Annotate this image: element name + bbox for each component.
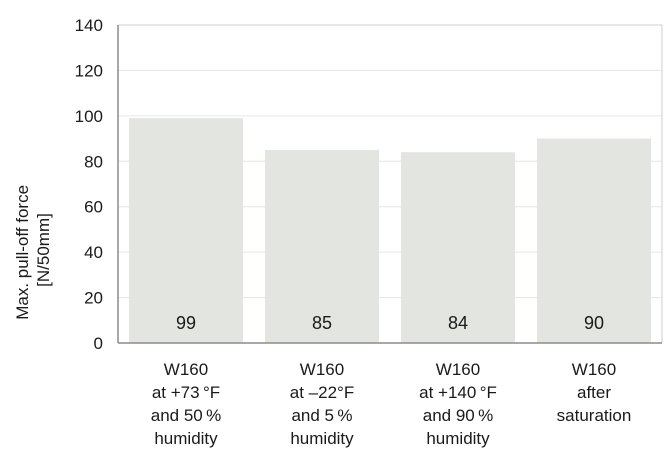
category-label-line: humidity (290, 429, 354, 448)
y-tick-label: 60 (84, 198, 103, 217)
category-labels: W160 at +73 °F and 50 % humidity W160 at –22°… (151, 360, 632, 448)
category-label-line: W160 (300, 360, 344, 379)
category-label-line: and 90 % (423, 406, 494, 425)
y-tick-label: 0 (94, 334, 103, 353)
category-label-line: W160 (572, 360, 616, 379)
y-tick-label: 140 (75, 16, 103, 35)
y-tick-label: 120 (75, 61, 103, 80)
category-label-line: after (577, 383, 611, 402)
category-label: W160 at –22°F and 5 % humidity (290, 360, 354, 448)
y-axis-label-line-2: [N/50mm] (34, 213, 53, 287)
bar (401, 152, 515, 343)
bar (129, 118, 243, 343)
bars (129, 118, 651, 343)
category-label-line: saturation (557, 406, 632, 425)
y-axis-label-line-1: Max. pull-off force (13, 185, 32, 320)
category-label: W160 at +73 °F and 50 % humidity (151, 360, 222, 448)
category-label-line: at +140 °F (419, 383, 497, 402)
category-label-line: at +73 °F (152, 383, 220, 402)
category-label-line: at –22°F (290, 383, 354, 402)
data-label: 90 (584, 313, 604, 333)
y-tick-label: 20 (84, 289, 103, 308)
axes (117, 24, 663, 344)
category-label-line: and 50 % (151, 406, 222, 425)
y-tick-label: 100 (75, 107, 103, 126)
bar (537, 138, 651, 343)
data-label: 84 (448, 313, 468, 333)
category-label-line: and 5 % (291, 406, 352, 425)
y-axis-label: Max. pull-off force [N/50mm] (13, 180, 53, 320)
data-label: 85 (312, 313, 332, 333)
bar (265, 149, 379, 343)
category-label: W160 at +140 °F and 90 % humidity (419, 360, 497, 448)
category-label-line: humidity (426, 429, 490, 448)
category-label-line: humidity (154, 429, 218, 448)
data-labels: 99 85 84 90 (176, 313, 604, 333)
y-tick-label: 40 (84, 243, 103, 262)
category-label: W160 after saturation (557, 360, 632, 425)
category-label-line: W160 (164, 360, 208, 379)
y-tick-labels: 0 20 40 60 80 100 120 140 (75, 16, 103, 353)
category-label-line: W160 (436, 360, 480, 379)
data-label: 99 (176, 313, 196, 333)
y-tick-label: 80 (84, 152, 103, 171)
